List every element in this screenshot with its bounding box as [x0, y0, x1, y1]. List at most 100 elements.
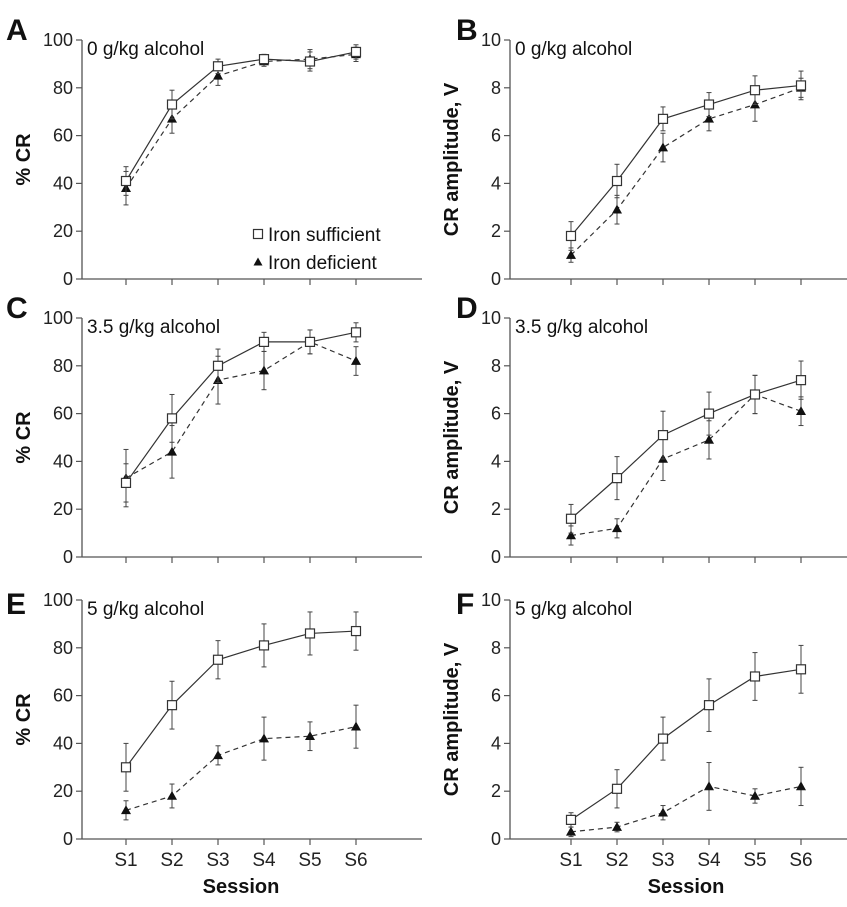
iron-sufficient-marker	[350, 46, 362, 58]
iron-deficient-marker	[703, 113, 715, 123]
legend-label: Iron deficient	[268, 253, 378, 274]
series-iron-deficient	[565, 374, 807, 546]
iron-deficient-marker	[749, 790, 761, 800]
series-line	[125, 53, 357, 189]
x-tick-label: S4	[252, 850, 276, 871]
y-tick-label: 0	[63, 547, 73, 567]
y-axis-label: % CR	[13, 133, 35, 186]
x-axis-label: Session	[203, 876, 280, 898]
iron-deficient-marker	[212, 70, 224, 80]
iron-sufficient-marker	[703, 408, 715, 419]
panel-letter: E	[6, 588, 26, 621]
series-line	[125, 630, 357, 768]
y-tick-label: 20	[53, 221, 73, 241]
y-tick-label: 100	[43, 30, 73, 50]
y-tick-label: 4	[491, 733, 501, 753]
x-tick-label: S1	[114, 850, 137, 871]
iron-deficient-marker	[166, 446, 178, 456]
series-iron-sufficient	[565, 644, 807, 828]
y-tick-label: 4	[491, 451, 501, 471]
panel-letter: C	[6, 292, 28, 325]
iron-deficient-marker	[565, 826, 577, 836]
x-tick-label: S3	[206, 850, 229, 871]
y-tick-label: 0	[63, 269, 73, 289]
panel-letter: B	[456, 14, 478, 47]
series-line	[125, 726, 357, 811]
y-tick-label: 0	[491, 269, 501, 289]
y-tick-label: 60	[53, 686, 73, 706]
iron-sufficient-marker	[258, 640, 270, 651]
series-iron-deficient	[120, 329, 362, 508]
x-tick-label: S6	[789, 850, 812, 871]
series-iron-deficient	[565, 762, 807, 838]
iron-sufficient-marker	[565, 814, 577, 825]
series-line	[570, 84, 802, 237]
panel-c: C 0 20 40 60 80 100 % CR 3.5 g/kg alcohol	[6, 292, 422, 567]
iron-sufficient-marker	[350, 625, 362, 637]
y-tick-label: 80	[53, 638, 73, 658]
series-line	[570, 393, 802, 537]
y-tick-label: 20	[53, 781, 73, 801]
legend-marker	[252, 228, 264, 240]
panel-title: 5 g/kg alcohol	[87, 599, 204, 620]
series-iron-sufficient	[120, 611, 362, 792]
series-iron-sufficient	[120, 322, 362, 503]
iron-sufficient-marker	[565, 230, 577, 242]
series-iron-deficient	[565, 77, 807, 263]
panel-d: D 0 2 4 6 8 10 CR amplitude, V 3.5 g/kg alcohol	[441, 292, 847, 567]
panel-title: 3.5 g/kg alcohol	[87, 317, 220, 338]
series-iron-sufficient	[565, 70, 807, 251]
iron-sufficient-marker	[611, 783, 623, 794]
y-tick-label: 10	[481, 308, 501, 328]
iron-sufficient-marker	[611, 473, 623, 484]
x-tick-label: S4	[697, 850, 721, 871]
iron-deficient-marker	[657, 807, 669, 817]
iron-sufficient-marker	[657, 733, 669, 744]
y-axis-label: CR amplitude, V	[441, 360, 463, 514]
y-tick-label: 100	[43, 590, 73, 610]
iron-sufficient-marker	[749, 85, 761, 96]
series-line	[570, 379, 802, 520]
y-tick-label: 0	[491, 547, 501, 567]
iron-deficient-marker	[795, 406, 807, 416]
y-tick-label: 0	[491, 829, 501, 849]
legend-marker	[253, 257, 263, 266]
iron-sufficient-marker	[258, 54, 270, 65]
iron-sufficient-marker	[212, 61, 224, 72]
y-tick-label: 2	[491, 221, 501, 241]
panel-title: 0 g/kg alcohol	[515, 39, 632, 60]
iron-sufficient-marker	[120, 175, 132, 187]
iron-sufficient-marker	[350, 327, 362, 338]
legend-label: Iron sufficient	[268, 225, 381, 246]
iron-sufficient-marker	[795, 375, 807, 386]
x-tick-label: S5	[298, 850, 321, 871]
y-tick-label: 2	[491, 781, 501, 801]
y-tick-label: 8	[491, 78, 501, 98]
series-line	[125, 331, 357, 484]
panel-b: B 0 2 4 6 8 10 CR amplitude, V 0 g/kg alcohol	[441, 14, 847, 289]
series-line	[570, 785, 802, 833]
iron-sufficient-marker	[304, 628, 316, 639]
iron-sufficient-marker	[795, 664, 807, 675]
iron-sufficient-marker	[212, 654, 224, 665]
y-tick-label: 6	[491, 126, 501, 146]
x-tick-label: S2	[605, 850, 628, 871]
iron-deficient-marker	[258, 733, 270, 743]
iron-deficient-marker	[304, 731, 316, 741]
iron-deficient-marker	[795, 781, 807, 791]
series-line	[570, 668, 802, 821]
y-tick-label: 40	[53, 451, 73, 471]
iron-deficient-marker	[350, 355, 362, 365]
iron-sufficient-marker	[166, 700, 178, 711]
y-tick-label: 20	[53, 499, 73, 519]
iron-sufficient-marker	[258, 336, 270, 347]
y-tick-label: 0	[63, 829, 73, 849]
series-line	[125, 341, 357, 479]
panel-letter: D	[456, 292, 478, 325]
y-tick-label: 6	[491, 686, 501, 706]
iron-deficient-marker	[120, 805, 132, 815]
iron-deficient-marker	[166, 790, 178, 800]
panel-title: 3.5 g/kg alcohol	[515, 317, 648, 338]
iron-deficient-marker	[212, 750, 224, 760]
